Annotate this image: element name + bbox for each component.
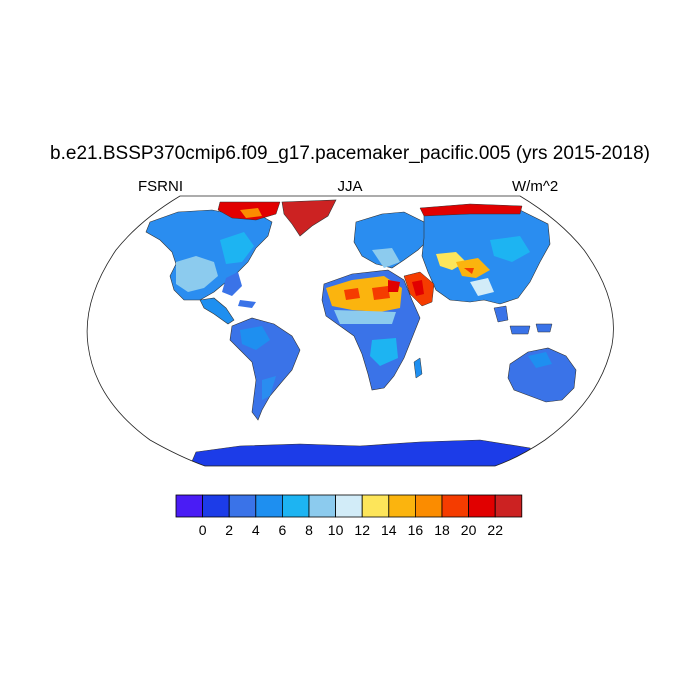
greenland <box>281 199 337 237</box>
colorbar-tick-label: 0 <box>199 522 207 538</box>
plot-title: b.e21.BSSP370cmip6.f09_g17.pacemaker_pac… <box>50 143 650 164</box>
colorbar-swatch <box>202 494 230 518</box>
variable-label: FSRNI <box>138 178 183 195</box>
colorbar-tick-label: 4 <box>252 522 260 538</box>
colorbar-tick-label: 22 <box>487 522 503 538</box>
colorbar-swatch <box>175 494 204 518</box>
colorbar-tick-label: 2 <box>225 522 233 538</box>
australia <box>507 347 577 403</box>
colorbar-tick-label: 10 <box>328 522 344 538</box>
colorbar-tick-label: 18 <box>434 522 450 538</box>
colorbar-swatch <box>388 494 416 518</box>
colorbar-swatch <box>414 494 443 518</box>
colorbar-swatch <box>228 494 257 518</box>
colorbar-swatch <box>468 494 496 518</box>
colorbar-swatch <box>494 494 523 518</box>
colorbar-tick-label: 6 <box>279 522 287 538</box>
colorbar-tick-label: 16 <box>408 522 424 538</box>
units-label: W/m^2 <box>512 178 559 195</box>
antarctica <box>189 439 541 466</box>
colorbar-tick-label: 12 <box>354 522 370 538</box>
colorbar-swatch <box>361 494 390 518</box>
globe-outline <box>86 195 614 467</box>
colorbar-swatch <box>281 494 310 518</box>
colorbar-swatch <box>335 494 363 518</box>
colorbar-tick-label: 20 <box>461 522 477 538</box>
europe <box>353 211 431 269</box>
asia <box>421 207 551 305</box>
colorbar-swatch <box>308 494 337 518</box>
colorbar-swatch <box>441 494 470 518</box>
season-label: JJA <box>337 178 363 195</box>
colorbar-tick-label: 14 <box>381 522 397 538</box>
colorbar-tick-label: 8 <box>305 522 313 538</box>
colorbar-swatch <box>255 494 283 518</box>
